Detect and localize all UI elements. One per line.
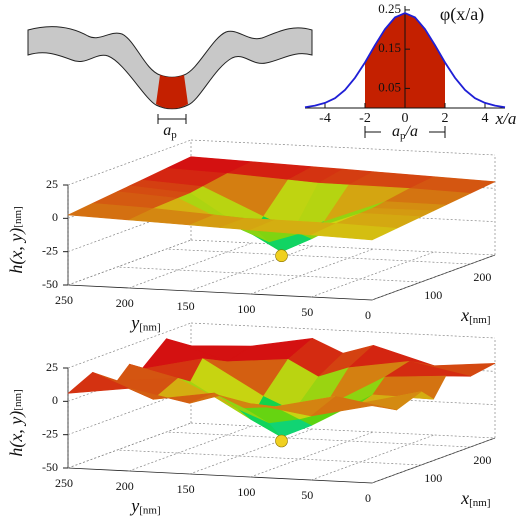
grid-line	[250, 248, 374, 295]
grid-line	[190, 139, 496, 156]
z-tick-label: -25	[42, 243, 58, 257]
x-axis-label: x/a	[495, 109, 517, 128]
label-part: h(x, y)	[6, 411, 27, 457]
axis-label: x[nm]	[460, 488, 490, 508]
axis-label: x[nm]	[460, 305, 490, 325]
y-tick-label: 50	[301, 488, 313, 502]
grid-line	[190, 322, 496, 339]
grid-line	[371, 254, 496, 301]
axis-label: h(x, y)[nm]	[6, 206, 27, 273]
box-edge	[67, 467, 373, 484]
label-part: y	[129, 496, 139, 516]
y-tick-label: 50	[301, 305, 313, 319]
film-band	[27, 26, 313, 110]
grid-line	[128, 425, 252, 472]
label-part: /a	[405, 123, 418, 140]
grid-line	[67, 322, 192, 369]
grid-line	[67, 422, 192, 469]
x-tick-label: 100	[424, 471, 442, 485]
grid-line	[250, 431, 374, 478]
x-tick-label: 2	[442, 111, 449, 126]
grid-line	[190, 422, 496, 439]
y-tick-label: 0.15	[378, 40, 401, 55]
surface-patch	[310, 223, 397, 241]
label-part: [nm]	[139, 321, 160, 333]
x-tick-label: -2	[359, 111, 371, 126]
y-tick-label: 0	[365, 491, 371, 505]
x-tick-label: 100	[424, 288, 442, 302]
y-tick-label: 0	[365, 308, 371, 322]
box-edge	[67, 284, 373, 301]
axis-label: h(x, y)[nm]	[6, 389, 27, 456]
label-part: [nm]	[12, 206, 24, 227]
grid-line	[189, 245, 313, 292]
z-tick-label: -50	[42, 460, 58, 474]
grid-line	[166, 248, 471, 265]
y-tick-label: 200	[116, 479, 134, 493]
surface-patch	[310, 396, 397, 417]
y-tick-label: 100	[237, 485, 255, 499]
axis-label: y[nm]	[129, 496, 160, 516]
label-sub: p	[171, 129, 177, 141]
probe-region	[156, 75, 188, 109]
axis-label: y[nm]	[129, 313, 160, 333]
label-part: [nm]	[139, 504, 160, 516]
probe-ball	[275, 249, 288, 263]
y-tick-label: 100	[237, 302, 255, 316]
grid-line	[117, 266, 422, 283]
grid-line	[311, 251, 435, 298]
grid-line	[117, 449, 422, 466]
label-part: x	[460, 305, 469, 325]
y-tick-label: 250	[55, 476, 73, 490]
grid-line	[166, 431, 471, 448]
x-tick-label: 4	[482, 111, 489, 126]
x-tick-label: 200	[473, 270, 491, 284]
label-part: a	[392, 123, 400, 140]
x-tick-label: -4	[319, 111, 331, 126]
label-part: h(x, y)	[6, 228, 27, 274]
curve	[304, 12, 506, 109]
axis-label: ap/a	[392, 123, 418, 142]
x-tick-label: 200	[473, 453, 491, 467]
grid-line	[371, 437, 496, 484]
chart-title: φ(x/a)	[440, 4, 484, 25]
z-tick-label: 0	[52, 210, 58, 224]
schematic: ap	[27, 26, 313, 141]
grid-line	[67, 239, 192, 286]
label-part: p	[400, 130, 406, 142]
y-tick-label: 0.05	[378, 79, 401, 94]
x-tick-label: 0	[402, 111, 409, 126]
y-tick-label: 150	[177, 299, 195, 313]
probe-ball	[275, 434, 288, 448]
label-part: x	[460, 488, 469, 508]
y-tick-label: 150	[177, 482, 195, 496]
grid-line	[128, 242, 252, 289]
z-tick-label: 0	[52, 393, 58, 407]
z-tick-label: -25	[42, 426, 58, 440]
grid-line	[189, 428, 313, 475]
label-part: [nm]	[469, 314, 490, 326]
y-tick-label: 250	[55, 293, 73, 307]
z-tick-label: 25	[46, 360, 58, 374]
label: a	[163, 122, 171, 139]
label-part: y	[129, 313, 139, 333]
grid-line	[67, 139, 192, 186]
y-tick-label: 0.25	[378, 1, 401, 16]
y-tick-label: 200	[116, 296, 134, 310]
grid-line	[311, 434, 435, 481]
label-part: [nm]	[12, 389, 24, 410]
z-tick-label: -50	[42, 277, 58, 291]
label-part: [nm]	[469, 497, 490, 509]
z-tick-label: 25	[46, 177, 58, 191]
grid-line	[190, 239, 496, 256]
probe-width-label: ap	[163, 122, 177, 141]
